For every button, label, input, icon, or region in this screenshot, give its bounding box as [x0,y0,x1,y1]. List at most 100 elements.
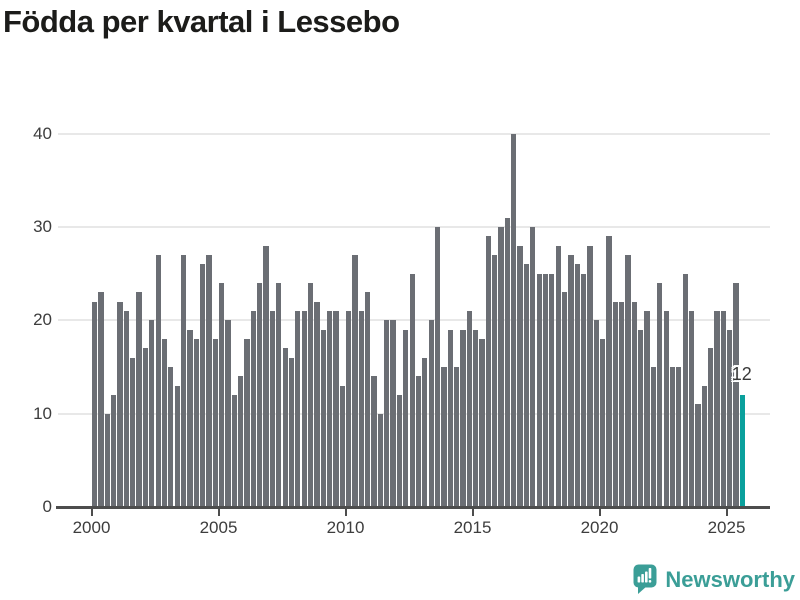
bar [365,292,371,507]
bar [536,273,542,507]
x-axis-label-2020: 2020 [580,518,619,537]
bar [263,245,269,507]
x-axis-label-2005: 2005 [199,518,238,537]
bar [561,292,568,507]
bar [288,357,295,507]
bar [111,394,117,507]
bar [225,320,231,507]
bar [619,301,625,507]
bar [346,310,352,507]
bar [168,366,174,507]
x-axis-label-2010: 2010 [326,518,365,537]
bar [587,245,593,507]
bar [187,329,193,507]
bar [231,394,237,507]
x-axis-tick-2005 [217,508,220,516]
x-axis-label-2015: 2015 [453,518,492,537]
bar [257,282,263,507]
bar [320,329,326,507]
bar [161,338,168,507]
bar [631,301,638,507]
bar [358,310,364,507]
bar [326,310,333,507]
bar [333,310,339,507]
x-axis-tick-2025 [725,508,728,516]
newsworthy-logo-icon [633,564,657,594]
bar [409,273,415,507]
bar [441,366,447,507]
bar [447,329,453,507]
bar [244,338,250,507]
bar [422,357,428,507]
bar [453,366,460,507]
bar [149,320,155,507]
x-axis-tick-2015 [471,508,474,516]
y-axis-label-10: 10 [33,403,52,423]
bar [314,301,320,507]
bar [415,376,422,507]
bar [606,236,612,507]
bar [517,245,523,507]
bar [98,292,104,507]
bar [555,245,561,507]
bar [707,348,714,507]
bar [625,254,631,507]
bar [238,376,244,507]
x-axis-line [56,506,770,509]
y-axis-label-30: 30 [33,216,52,236]
bar [682,273,688,507]
bar [727,329,733,507]
bar [371,376,377,507]
bar [504,217,511,507]
bar [485,236,491,507]
bar [498,226,504,507]
newsworthy-logo-text: Newsworthy [665,566,795,592]
bar [530,226,536,507]
y-axis-label-20: 20 [33,310,52,330]
bar [276,282,282,507]
bar [669,366,676,507]
bar [403,329,409,507]
bar [479,338,485,507]
x-axis-tick-2020 [598,508,601,516]
bar [92,301,98,507]
bar [466,310,472,507]
bar-highlighted [739,394,745,507]
bar [180,254,187,507]
bar [384,320,390,507]
gridline-y-40 [58,132,770,135]
bar [269,310,276,507]
bar [549,273,555,507]
bar [104,413,110,507]
bar [657,282,663,507]
bar [123,310,130,507]
bar [701,385,707,507]
bar [473,329,479,507]
bar [714,310,720,507]
bar [580,273,587,507]
bar [130,357,136,507]
bar [155,254,161,507]
bar [733,282,739,507]
y-axis-label-40: 40 [33,123,52,143]
bar [542,273,549,507]
bar [568,254,574,507]
bar [574,264,580,507]
bar [352,254,358,507]
bar [492,254,498,507]
x-axis-label-2025: 2025 [707,518,746,537]
bar [612,301,618,507]
bar [282,348,288,507]
bar [676,366,682,507]
x-axis-tick-2010 [344,508,347,516]
bar [688,310,695,507]
bar [219,282,225,507]
latest-value-label: 12 [731,364,752,384]
bar [720,310,726,507]
bar [199,264,206,507]
bar [644,310,650,507]
bar [174,385,180,507]
bar [593,320,599,507]
x-axis-label-2000: 2000 [72,518,111,537]
